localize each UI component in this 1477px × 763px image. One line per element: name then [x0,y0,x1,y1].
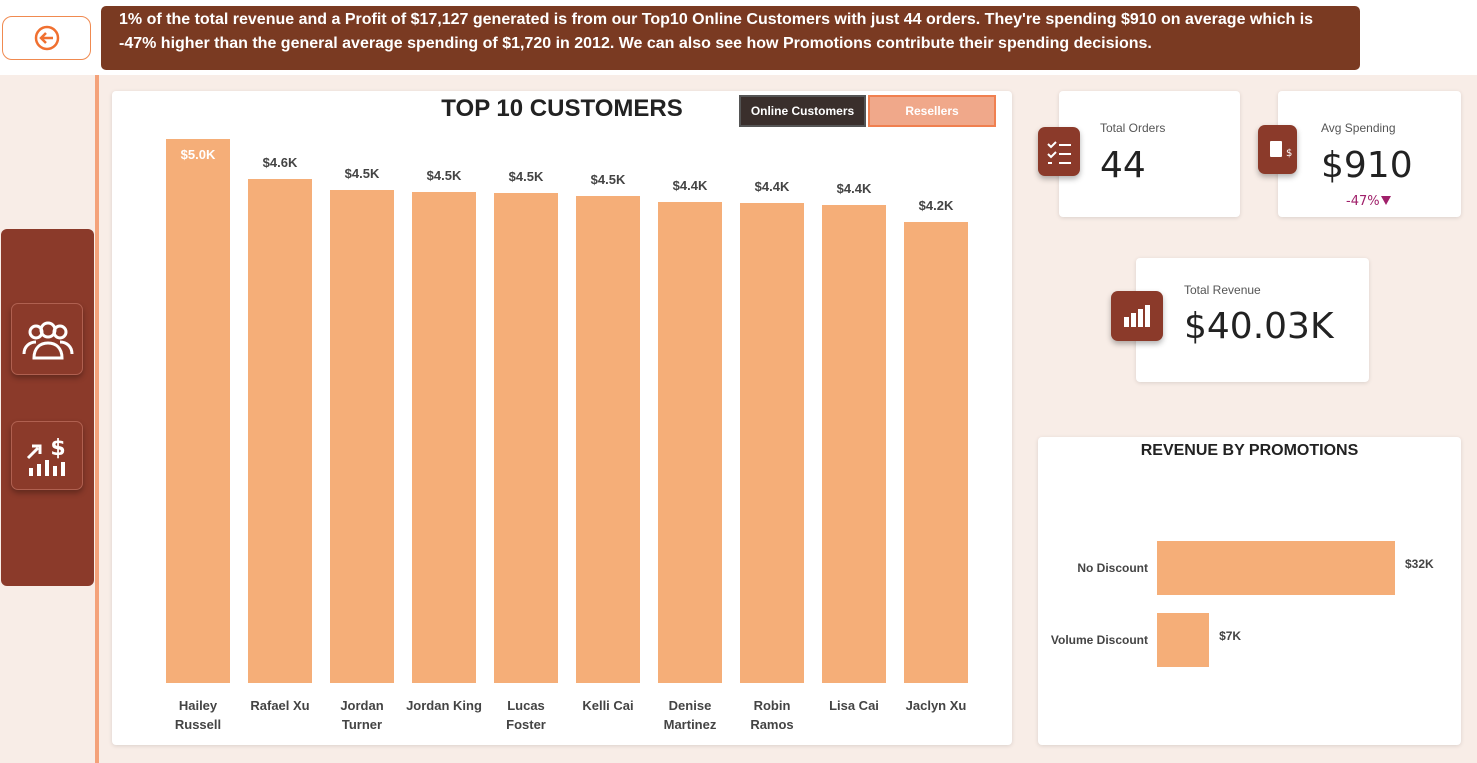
x-tick-label: Jordan Turner [340,698,384,732]
data-label: $4.4K [836,181,872,197]
insight-banner: 1% of the total revenue and a Profit of … [101,6,1360,70]
kpi-label: Total Revenue [1184,283,1261,297]
divider [95,75,99,763]
data-label: $4.5K [344,166,380,182]
bar [740,203,804,683]
revenue-nav[interactable]: $ [11,421,83,490]
bar [330,190,394,683]
bar [1157,613,1210,667]
x-tick-label: Jaclyn Xu [905,698,967,713]
toggle-button[interactable]: Online Customers [739,95,866,127]
bar [904,221,968,683]
data-label: $4.4K [672,178,708,194]
y-tick-label: Volume Discount [1050,633,1148,647]
bar [1157,541,1395,595]
down-arrow [1380,196,1391,205]
chart-title: REVENUE BY PROMOTIONS [1140,442,1359,459]
data-label: $32K [1405,557,1434,571]
kpi-value: $910 [1321,145,1413,186]
x-tick-label: Hailey Russell [174,698,222,732]
svg-text:$: $ [50,436,65,461]
x-tick-label: Jordan King [406,698,482,713]
data-label: $4.5K [590,171,626,187]
chart-title: TOP 10 CUSTOMERS [441,95,683,122]
revenue-icon: $ [26,436,66,476]
kpi-value: 44 [1100,145,1146,186]
bar [658,202,722,683]
data-label: $4.4K [754,179,790,195]
bar [822,205,886,683]
kpi-card: Avg Spending $910 -47% [1278,91,1461,217]
data-label: $4.2K [918,197,954,213]
customers-icon [22,321,74,360]
kpi-label: Total Orders [1100,121,1166,135]
data-label: $5.0K [180,147,216,162]
toggle-button[interactable]: Resellers [868,95,996,127]
kpi-label: Avg Spending [1321,121,1396,135]
bar [576,195,640,683]
data-label: $4.6K [262,155,298,171]
back-button[interactable] [2,16,91,60]
back-icon [34,25,60,51]
x-tick-label: Robin Ramos [750,698,794,732]
orders-icon [1038,127,1080,176]
x-tick-label: Denise Martinez [663,698,717,732]
promotions-card: REVENUE BY PROMOTIONS $32K No Discount $7K… [1038,437,1461,745]
bar [248,179,312,683]
customers-nav[interactable] [11,303,83,375]
bar [494,193,558,683]
bar [166,139,230,683]
kpi-card: Total Revenue $40.03K [1136,258,1369,382]
revenue-icon [1111,291,1163,341]
y-tick-label: No Discount [1077,561,1148,575]
kpi-value: $40.03K [1184,306,1334,347]
x-tick-label: Kelli Cai [582,698,634,713]
kpi-card: Total Orders 44 [1059,91,1240,217]
x-tick-label: Rafael Xu [250,698,310,713]
top-customers-card: TOP 10 CUSTOMERS Online Customers Resell… [112,91,1012,745]
spending-icon: $ [1258,125,1297,174]
data-label: $4.5K [508,169,544,185]
bar [412,192,476,683]
svg-text:$: $ [1286,148,1292,159]
sidebar: $ [1,229,94,586]
x-tick-label: Lucas Foster [506,698,546,732]
data-label: $4.5K [426,168,462,184]
data-label: $7K [1219,629,1242,643]
kpi-change: -47% [1346,194,1392,209]
x-tick-label: Lisa Cai [829,698,879,713]
kpi-change-text: -47% [1346,194,1380,209]
